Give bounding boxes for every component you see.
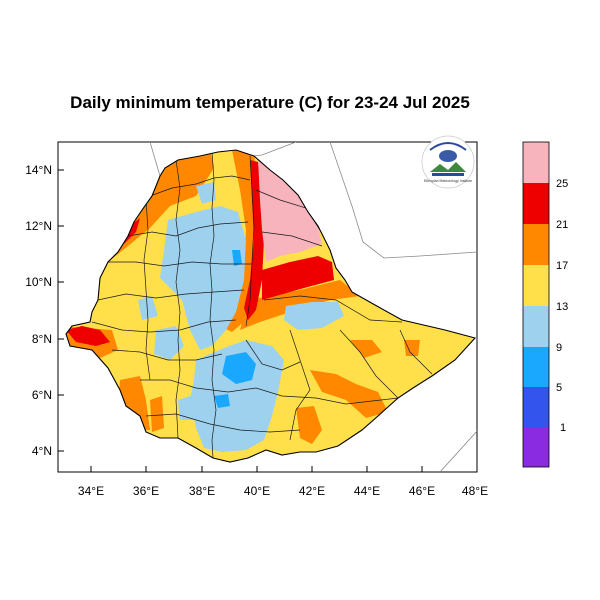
- x-tick-label: 34°E: [78, 484, 104, 498]
- colorbar-swatch: [523, 183, 549, 224]
- institute-logo: Ethiopian Meteorology Institute: [421, 135, 475, 189]
- x-tick-label: 46°E: [409, 484, 435, 498]
- x-tick-marks: [90, 466, 478, 472]
- colorbar-label: 17: [556, 260, 568, 272]
- neighbour-boundaries: [149, 142, 477, 472]
- y-tick-label: 4°N: [32, 444, 52, 458]
- x-tick-label: 36°E: [133, 484, 159, 498]
- colorbar-swatch: [523, 387, 549, 427]
- y-tick-marks: [58, 169, 64, 452]
- x-tick-label: 42°E: [299, 484, 325, 498]
- admin-boundaries: [91, 151, 433, 459]
- y-tick-label: 12°N: [25, 219, 52, 233]
- colorbar-label: 21: [556, 219, 568, 231]
- y-tick-label: 10°N: [25, 275, 52, 289]
- y-axis-labels: 14°N 12°N 10°N 8°N 6°N 4°N: [25, 163, 52, 458]
- x-tick-label: 48°E: [462, 484, 488, 498]
- country-outline: [65, 149, 477, 463]
- colorbar-swatch: [523, 224, 549, 265]
- svg-text:Ethiopian Meteorology Institut: Ethiopian Meteorology Institute: [424, 179, 472, 183]
- x-tick-label: 40°E: [244, 484, 270, 498]
- colorbar-label: 25: [556, 178, 568, 190]
- y-tick-label: 8°N: [32, 332, 52, 346]
- y-tick-label: 6°N: [32, 388, 52, 402]
- x-tick-label: 38°E: [189, 484, 215, 498]
- colorbar-label: 9: [556, 342, 562, 354]
- colorbar-swatch: [523, 265, 549, 306]
- y-tick-label: 14°N: [25, 163, 52, 177]
- map-title: Daily minimum temperature (C) for 23-24 …: [70, 93, 470, 112]
- colorbar-label: 13: [556, 301, 568, 313]
- x-tick-label: 44°E: [354, 484, 380, 498]
- colorbar-swatch: [523, 347, 549, 387]
- colorbar-swatch: [523, 142, 549, 183]
- colorbar-label: 5: [556, 382, 562, 394]
- colorbar-swatch: [523, 306, 549, 347]
- colorbar-label: 1: [560, 422, 566, 434]
- colorbar: 25 21 17 13 9 5 1: [522, 141, 568, 468]
- colorbar-swatch: [523, 427, 549, 467]
- x-axis-labels: 34°E 36°E 38°E 40°E 42°E 44°E 46°E 48°E: [78, 484, 488, 498]
